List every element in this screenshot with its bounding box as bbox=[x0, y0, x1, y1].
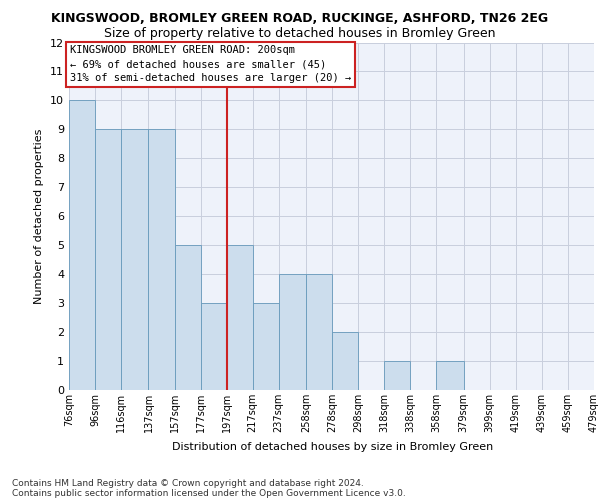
Bar bbox=[384, 361, 410, 390]
Bar bbox=[200, 303, 227, 390]
Text: KINGSWOOD, BROMLEY GREEN ROAD, RUCKINGE, ASHFORD, TN26 2EG: KINGSWOOD, BROMLEY GREEN ROAD, RUCKINGE,… bbox=[52, 12, 548, 26]
Text: KINGSWOOD BROMLEY GREEN ROAD: 200sqm
← 69% of detached houses are smaller (45)
3: KINGSWOOD BROMLEY GREEN ROAD: 200sqm ← 6… bbox=[70, 46, 351, 84]
Bar bbox=[69, 100, 95, 390]
Text: Size of property relative to detached houses in Bromley Green: Size of property relative to detached ho… bbox=[104, 28, 496, 40]
Bar bbox=[279, 274, 306, 390]
Text: Contains HM Land Registry data © Crown copyright and database right 2024.: Contains HM Land Registry data © Crown c… bbox=[12, 478, 364, 488]
Bar bbox=[253, 303, 279, 390]
Bar bbox=[148, 130, 175, 390]
Bar bbox=[121, 130, 148, 390]
Y-axis label: Number of detached properties: Number of detached properties bbox=[34, 128, 44, 304]
Text: Distribution of detached houses by size in Bromley Green: Distribution of detached houses by size … bbox=[172, 442, 494, 452]
Bar bbox=[436, 361, 464, 390]
Bar bbox=[227, 245, 253, 390]
Bar bbox=[332, 332, 358, 390]
Bar bbox=[306, 274, 332, 390]
Text: Contains public sector information licensed under the Open Government Licence v3: Contains public sector information licen… bbox=[12, 488, 406, 498]
Bar bbox=[175, 245, 200, 390]
Bar bbox=[95, 130, 121, 390]
